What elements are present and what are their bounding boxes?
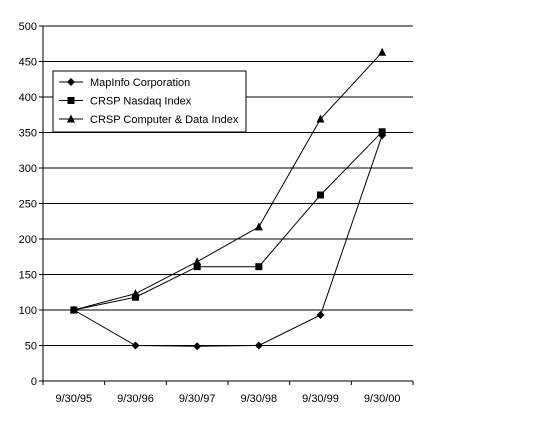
data-point-triangle [131,289,140,298]
y-tick-label: 150 [19,270,37,282]
legend-label: CRSP Nasdaq Index [90,96,192,108]
x-tick-label: 9/30/96 [117,393,154,405]
axes [39,25,414,385]
legend-box [52,70,247,133]
legend-marker-triangle [67,114,75,123]
x-tick-label: 9/30/98 [240,393,277,405]
x-tick-label: 9/30/99 [302,393,339,405]
y-tick-label: 450 [19,57,37,69]
data-point-triangle [193,257,202,266]
y-tick-label: 100 [19,305,37,317]
data-point-diamond [131,341,140,350]
data-point-square [317,191,324,199]
series-markers [69,47,387,351]
data-point-triangle [316,114,325,123]
data-point-triangle [378,47,387,56]
data-point-triangle [69,305,78,314]
y-tick-label: 50 [25,341,37,353]
data-point-diamond [193,342,202,351]
y-tick-label: 200 [19,234,37,246]
data-point-diamond [254,341,263,350]
data-point-square [378,128,386,136]
data-point-square [255,263,263,271]
data-point-triangle [254,222,263,231]
data-point-square [132,293,139,301]
series-line-square [73,131,383,311]
data-point-diamond [316,310,325,319]
y-tick-label: 400 [19,92,37,104]
y-tick-label: 500 [19,21,37,33]
legend-label: CRSP Computer & Data Index [90,114,239,126]
x-tick-label: 9/30/95 [55,393,92,405]
x-tick-label: 9/30/00 [364,393,401,405]
legend-marker-square [67,97,75,104]
legend-label: MapInfo Corporation [90,77,190,89]
x-tick-label: 9/30/97 [179,393,216,405]
legend-marker-diamond [67,78,75,86]
y-tick-label: 300 [19,163,37,175]
data-point-square [193,263,201,271]
tick-labels: 0 50 100 150 200 250 300 350 400 450 500 9/30/95 9/3… [19,21,401,405]
series-lines [73,51,383,347]
series-line-triangle [73,51,383,311]
y-tick-label: 350 [19,128,37,140]
series-line-diamond [73,135,383,347]
y-tick-label: 0 [31,376,37,388]
y-tick-label: 250 [19,199,37,211]
legend: MapInfo Corporation CRSP Nasdaq Index CRSP… [52,70,247,133]
